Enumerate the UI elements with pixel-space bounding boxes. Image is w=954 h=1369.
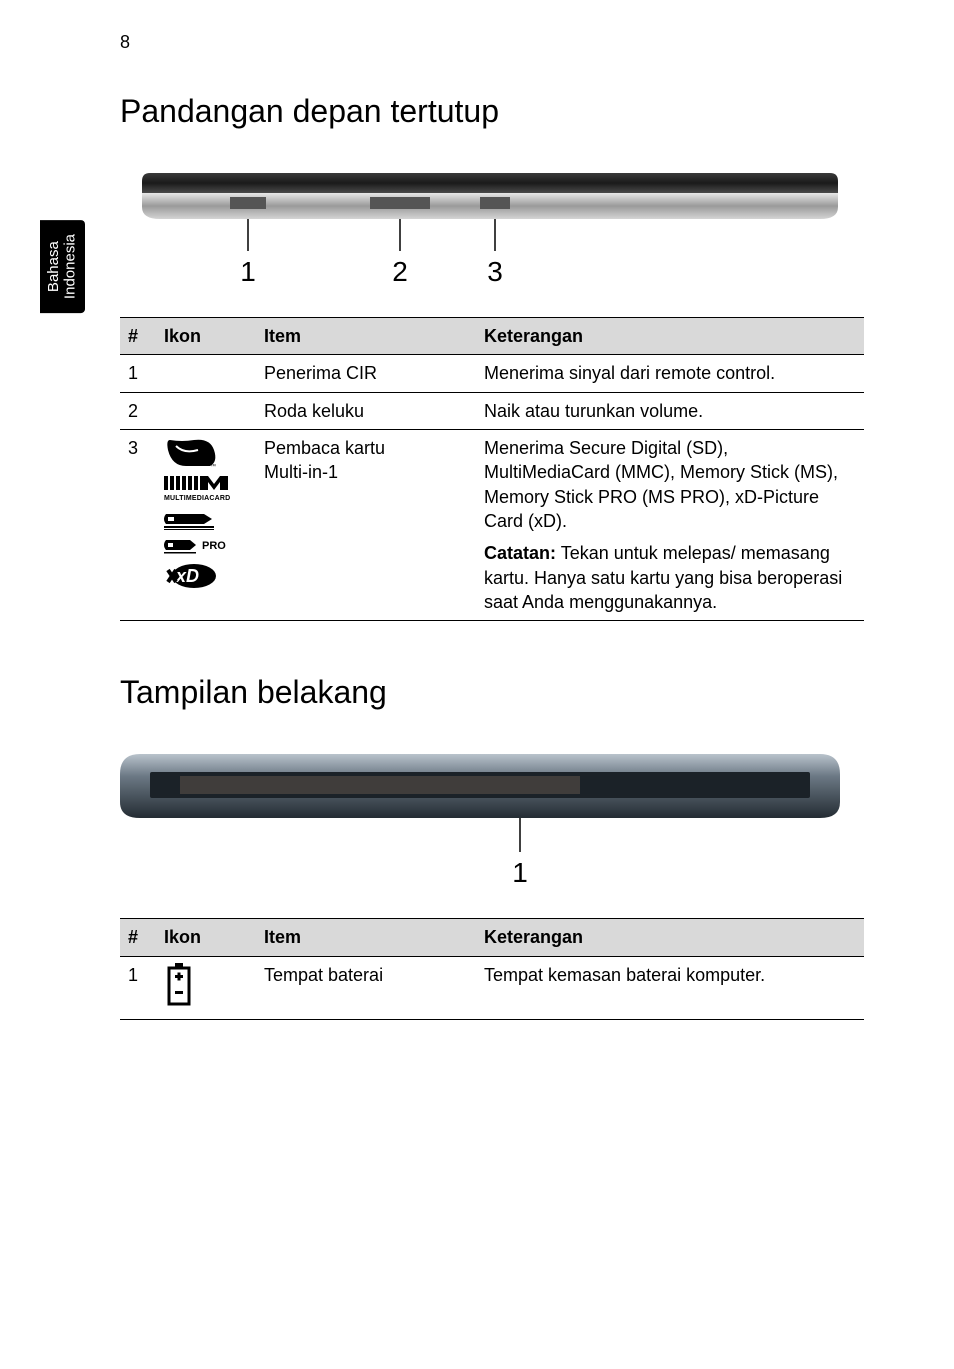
table-row: 1 Penerima CIR Menerima sinyal dari remo… — [120, 355, 864, 392]
xd-icon: xD — [164, 562, 218, 590]
table-header-row: # Ikon Item Keterangan — [120, 318, 864, 355]
cell-desc: Menerima Secure Digital (SD), MultiMedia… — [476, 430, 864, 621]
th-item: Item — [256, 318, 476, 355]
rear-view-table: # Ikon Item Keterangan 1 Tempat — [120, 918, 864, 1020]
mmc-icon: MULTIMEDIACARD — [164, 476, 240, 502]
item-line1: Pembaca kartu — [264, 438, 385, 458]
th-num: # — [120, 318, 156, 355]
svg-text:™: ™ — [210, 463, 216, 470]
table-header-row: # Ikon Item Keterangan — [120, 919, 864, 956]
callout-1: 1 — [240, 256, 256, 287]
front-view-table: # Ikon Item Keterangan 1 Penerima CIR Me… — [120, 317, 864, 621]
th-icon: Ikon — [156, 318, 256, 355]
cell-item: Tempat baterai — [256, 956, 476, 1019]
sd-card-icon: ™ — [164, 436, 218, 470]
th-item: Item — [256, 919, 476, 956]
section1-heading: Pandangan depan tertutup — [120, 90, 864, 133]
cell-icon — [156, 355, 256, 392]
mmc-label: MULTIMEDIACARD — [164, 495, 230, 502]
cell-item: Penerima CIR — [256, 355, 476, 392]
cell-num: 3 — [120, 430, 156, 621]
th-num: # — [120, 919, 156, 956]
memory-stick-pro-icon: PRO — [164, 536, 230, 556]
cell-num: 1 — [120, 355, 156, 392]
item-line2: Multi-in-1 — [264, 462, 338, 482]
callout-2: 2 — [392, 256, 408, 287]
cell-item: Roda keluku — [256, 392, 476, 429]
cell-desc: Tempat kemasan baterai komputer. — [476, 956, 864, 1019]
rear-callout-1: 1 — [512, 857, 528, 888]
note-label: Catatan: — [484, 543, 556, 563]
svg-text:xD: xD — [175, 566, 199, 586]
cell-icon: ™ MULTIMEDIACARD — [156, 430, 256, 621]
table-row: 2 Roda keluku Naik atau turunkan volume. — [120, 392, 864, 429]
th-desc: Keterangan — [476, 318, 864, 355]
cell-icon — [156, 392, 256, 429]
cell-icon — [156, 956, 256, 1019]
page: 8 Bahasa Indonesia Pandangan depan tertu… — [0, 0, 954, 1080]
th-icon: Ikon — [156, 919, 256, 956]
language-tab: Bahasa Indonesia — [40, 220, 85, 313]
th-desc: Keterangan — [476, 919, 864, 956]
memory-stick-icon — [164, 508, 214, 530]
table-row: 3 ™ MULTIMEDIACARD — [120, 430, 864, 621]
cell-num: 1 — [120, 956, 156, 1019]
page-number: 8 — [120, 30, 130, 54]
cell-num: 2 — [120, 392, 156, 429]
cell-desc: Menerima sinyal dari remote control. — [476, 355, 864, 392]
language-tab-line1: Bahasa — [45, 241, 62, 292]
section2-heading: Tampilan belakang — [120, 671, 864, 714]
cell-item: Pembaca kartu Multi-in-1 — [256, 430, 476, 621]
front-view-diagram: 1 2 3 — [120, 163, 864, 293]
cell-desc: Naik atau turunkan volume. — [476, 392, 864, 429]
desc-main: Menerima Secure Digital (SD), MultiMedia… — [484, 436, 856, 533]
rear-view-diagram: 1 — [120, 744, 864, 894]
language-tab-line2: Indonesia — [62, 234, 79, 299]
pro-label: PRO — [202, 540, 226, 552]
table-row: 1 Tempat baterai Tempat kemasan baterai … — [120, 956, 864, 1019]
desc-note: Catatan: Tekan untuk melepas/ memasang k… — [484, 541, 856, 614]
battery-icon — [164, 963, 194, 1007]
callout-3: 3 — [487, 256, 503, 287]
